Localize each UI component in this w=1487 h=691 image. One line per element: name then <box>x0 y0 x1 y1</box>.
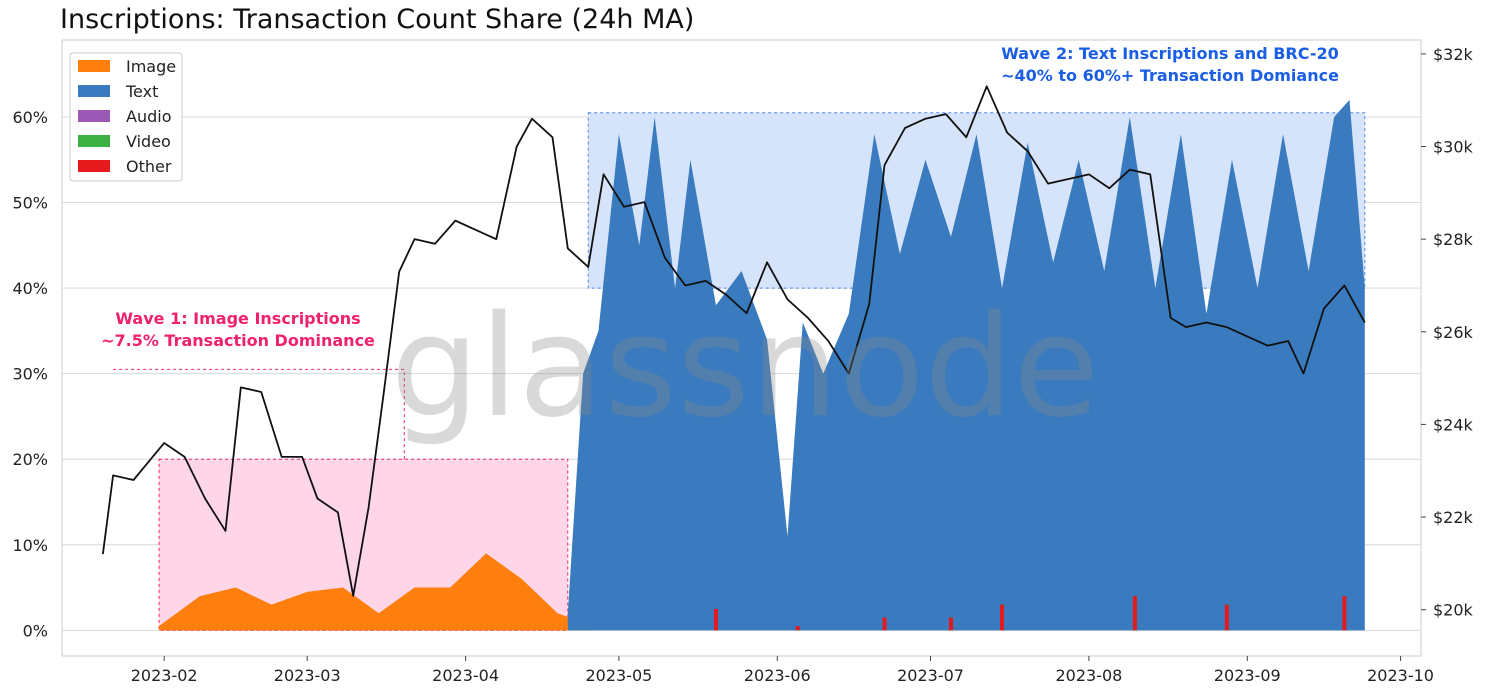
watermark: glassnode <box>391 286 1100 449</box>
legend-swatch-audio <box>78 110 110 122</box>
annotation-wave2-line2: ~40% to 60%+ Transaction Domiance <box>1001 66 1339 85</box>
left-axis: 0% 10% 20% 30% 40% 50% 60% <box>12 108 48 640</box>
y-left-tick-10: 10% <box>12 536 48 555</box>
series-other-spike <box>1132 596 1137 631</box>
series-image-area <box>159 553 594 631</box>
x-tick-2023-02: 2023-02 <box>131 666 198 685</box>
wave1-connector <box>113 368 405 460</box>
annotation-wave1-line1: Wave 1: Image Inscriptions <box>115 309 360 328</box>
y-right-tick-22000: $22k <box>1433 508 1474 527</box>
series-other-spike <box>795 626 800 631</box>
x-tick-2023-08: 2023-08 <box>1055 666 1122 685</box>
series-other-spike <box>1000 604 1005 631</box>
legend-swatch-text <box>78 85 110 97</box>
y-left-tick-20: 20% <box>12 450 48 469</box>
series-other-spike <box>882 617 887 631</box>
y-left-tick-50: 50% <box>12 194 48 213</box>
legend-swatch-video <box>78 135 110 147</box>
x-tick-2023-09: 2023-09 <box>1214 666 1281 685</box>
y-right-tick-30000: $30k <box>1433 138 1474 157</box>
y-left-tick-40: 40% <box>12 279 48 298</box>
y-left-tick-60: 60% <box>12 108 48 127</box>
y-right-tick-20000: $20k <box>1433 601 1474 620</box>
series-text-area <box>567 99 1365 631</box>
chart-title: Inscriptions: Transaction Count Share (2… <box>60 4 695 35</box>
y-left-tick-30: 30% <box>12 365 48 384</box>
y-left-tick-0: 0% <box>23 621 48 640</box>
y-right-tick-28000: $28k <box>1433 230 1474 249</box>
annotation-wave1-line2: ~7.5% Transaction Dominance <box>101 331 375 350</box>
series-other-spike <box>713 608 718 631</box>
y-right-tick-26000: $26k <box>1433 323 1474 342</box>
legend-label-text: Text <box>125 82 158 101</box>
x-tick-2023-04: 2023-04 <box>432 666 499 685</box>
legend-label-image: Image <box>126 57 176 76</box>
y-right-tick-24000: $24k <box>1433 415 1474 434</box>
series-other-spike <box>1342 596 1347 631</box>
series-other-spike <box>948 617 953 631</box>
x-tick-2023-07: 2023-07 <box>897 666 964 685</box>
y-right-tick-32000: $32k <box>1433 45 1474 64</box>
legend: Image Text Audio Video Other <box>69 52 183 182</box>
x-tick-2023-03: 2023-03 <box>274 666 341 685</box>
legend-swatch-image <box>78 60 110 72</box>
price-line <box>101 85 1366 597</box>
legend-label-audio: Audio <box>126 107 171 126</box>
annotation-wave1: Wave 1: Image Inscriptions ~7.5% Transac… <box>101 309 375 350</box>
legend-label-video: Video <box>126 132 171 151</box>
x-tick-2023-05: 2023-05 <box>585 666 652 685</box>
legend-swatch-other <box>78 160 110 172</box>
price-layer <box>101 85 1366 597</box>
annotation-wave2: Wave 2: Text Inscriptions and BRC-20 ~40… <box>1001 44 1339 85</box>
x-tick-2023-06: 2023-06 <box>744 666 811 685</box>
area-layer <box>159 99 1365 631</box>
x-tick-2023-10: 2023-10 <box>1367 666 1434 685</box>
series-other-spike <box>1224 604 1229 631</box>
annotation-wave2-line1: Wave 2: Text Inscriptions and BRC-20 <box>1001 44 1339 63</box>
right-axis: $20k $22k $24k $26k $28k $30k $32k <box>1421 45 1474 620</box>
x-axis: 2023-02 2023-03 2023-04 2023-05 2023-06 2023-… <box>131 656 1434 685</box>
legend-label-other: Other <box>126 157 172 176</box>
